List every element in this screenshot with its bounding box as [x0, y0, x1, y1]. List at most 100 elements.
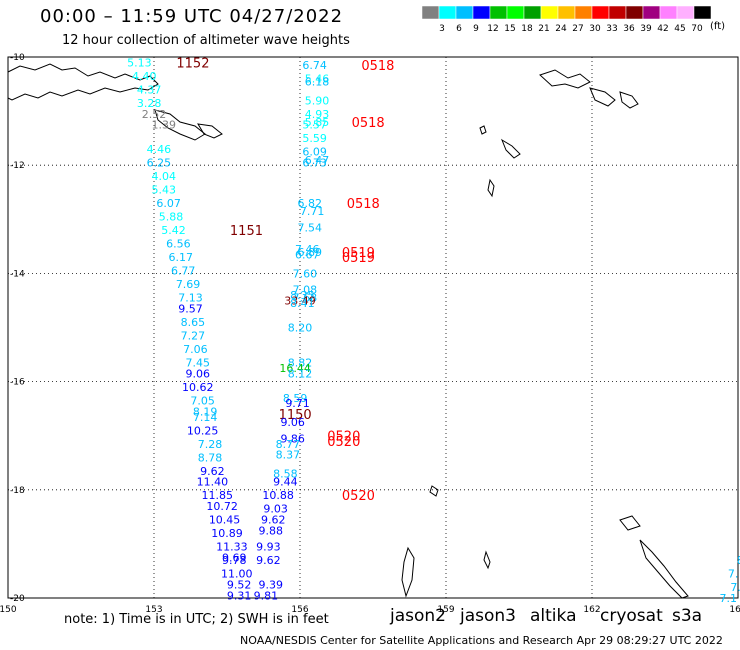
legend-swatch [591, 5, 610, 20]
coastline-small-island-3 [487, 178, 495, 198]
wave-height-value: 7.45 [186, 357, 211, 370]
track-label: 0520 [327, 435, 360, 450]
wave-height-value: 16.44 [279, 362, 311, 375]
wave-height-value: 7.69 [176, 278, 201, 291]
page-subtitle: 12 hour collection of altimeter wave hei… [62, 33, 350, 48]
legend-swatch [540, 5, 559, 20]
wave-height-value: 6.25 [147, 156, 172, 169]
wave-height-value: 9.62 [200, 465, 225, 478]
wave-height-value: 6.74 [302, 59, 327, 72]
sat-label-jason2: jason2 [390, 606, 446, 626]
wave-height-value: 9.62 [261, 514, 286, 527]
wave-height-value: 4.37 [137, 83, 162, 96]
wave-height-value: 5.59 [302, 132, 327, 145]
legend-label: 24 [555, 24, 567, 34]
wave-height-value: 5.46 [305, 73, 330, 86]
wave-height-value: 7.05 [190, 395, 215, 408]
wave-height-value: 4.04 [151, 170, 176, 183]
coastlines [7, 63, 689, 599]
wave-height-value: 6.47 [305, 154, 330, 167]
wave-height-value: 7.1 [720, 592, 738, 605]
wave-height-value: 7.06 [183, 343, 208, 356]
coastline-solomon-3 [619, 91, 639, 109]
legend-label: 12 [487, 24, 498, 34]
coastline-small-island-6 [483, 550, 491, 570]
legend-swatch [489, 5, 508, 20]
wave-height-value: 7. [730, 581, 740, 594]
wave-height-value: 11.85 [202, 489, 234, 502]
wave-height-value: 5.90 [305, 94, 330, 107]
track-label: 1152 [176, 56, 209, 71]
wave-height-value: 8.19 [193, 405, 218, 418]
wave-height-value: 8.12 [288, 367, 313, 380]
track-label: 0520 [327, 430, 360, 445]
legend-label: 45 [674, 24, 685, 34]
wave-height-value: 10.72 [206, 500, 238, 513]
legend-swatch [659, 5, 678, 20]
track-label: 1150 [279, 408, 312, 423]
wave-height-value: 9.03 [263, 503, 288, 516]
wave-height-value: 6.73 [302, 156, 327, 169]
wave-height-value: 7.28 [198, 438, 223, 451]
wave-height-value: 8.35 [290, 289, 315, 302]
legend-label: 30 [589, 24, 601, 34]
wave-height-value: 11.33 [216, 541, 248, 554]
track-label: 0519 [342, 246, 375, 261]
wave-height-value: 9.31 [227, 589, 252, 602]
wave-height-value: 7. [728, 568, 739, 581]
wave-height-value: 3.28 [137, 97, 162, 110]
wave-height-value: 11.40 [197, 476, 229, 489]
wave-height-value: 4.46 [147, 143, 172, 156]
wave-height-value: 8.77 [276, 438, 301, 451]
legend-swatch [642, 5, 661, 20]
legend-label: 42 [657, 24, 668, 34]
legend-swatch [557, 5, 576, 20]
track-label: 0518 [361, 59, 394, 74]
wave-height-value: 9.62 [256, 554, 281, 567]
track-label: 0519 [342, 251, 375, 266]
wave-height-value: 4.40 [132, 70, 157, 83]
wave-height-value: 10.89 [211, 527, 243, 540]
legend-swatch [421, 5, 440, 20]
wave-height-value: 7.68 [293, 292, 318, 305]
sat-label-s3a: s3a [672, 606, 703, 626]
wave-height-value: 6.77 [171, 265, 196, 278]
wave-height-value: 5.43 [151, 184, 176, 197]
wave-height-value: 8.65 [181, 316, 206, 329]
legend-label: 36 [623, 24, 635, 34]
legend-label: 39 [640, 24, 652, 34]
legend-label: 27 [572, 24, 583, 34]
wave-height-value: 9.71 [285, 397, 310, 410]
lat-tick-label: -10 [10, 53, 25, 63]
page-title: 00:00 – 11:59 UTC 04/27/2022 [40, 6, 344, 27]
wave-height-value: 11.00 [221, 568, 253, 581]
wave-height-value: 7.46 [295, 243, 320, 256]
wave-height-value: 4.93 [305, 108, 330, 121]
track-label: 0518 [347, 197, 380, 212]
wave-height-value: 5.42 [161, 224, 186, 237]
track-label: 0518 [352, 116, 385, 131]
lon-tick-label: 162 [583, 605, 600, 615]
wave-height-value: 10.45 [209, 514, 241, 527]
footer-note: note: 1) Time is in UTC; 2) SWH is in fe… [64, 612, 329, 627]
wave-height-value: 8.37 [276, 449, 301, 462]
lon-tick-label: 150 [0, 605, 17, 615]
wave-height-value: 8.59 [283, 392, 308, 405]
legend-swatch [523, 5, 542, 20]
wave-height-value: 9.69 [222, 551, 247, 564]
coastline-papua [7, 63, 159, 101]
coastline-island-2 [197, 123, 223, 139]
wave-height-value: 10.62 [182, 381, 214, 394]
wave-height-value: 7.71 [300, 205, 325, 218]
wave-height-value: 9.88 [259, 524, 284, 537]
coastline-island-1 [154, 109, 206, 141]
wave-height-value: 9.93 [256, 541, 281, 554]
wave-height-value: 6.07 [156, 197, 181, 210]
sat-label-cryosat: cryosat [600, 606, 663, 626]
legend-swatch [574, 5, 593, 20]
wave-height-value: 33.49 [284, 294, 316, 307]
track-label: 1151 [230, 224, 263, 239]
axis-labels: 150 153 156 159 162 165 -10 -12 -14 -16 -18 -20 [0, 53, 740, 615]
wave-height-value: 1.39 [151, 119, 176, 132]
legend-units: (ft) [710, 21, 726, 32]
